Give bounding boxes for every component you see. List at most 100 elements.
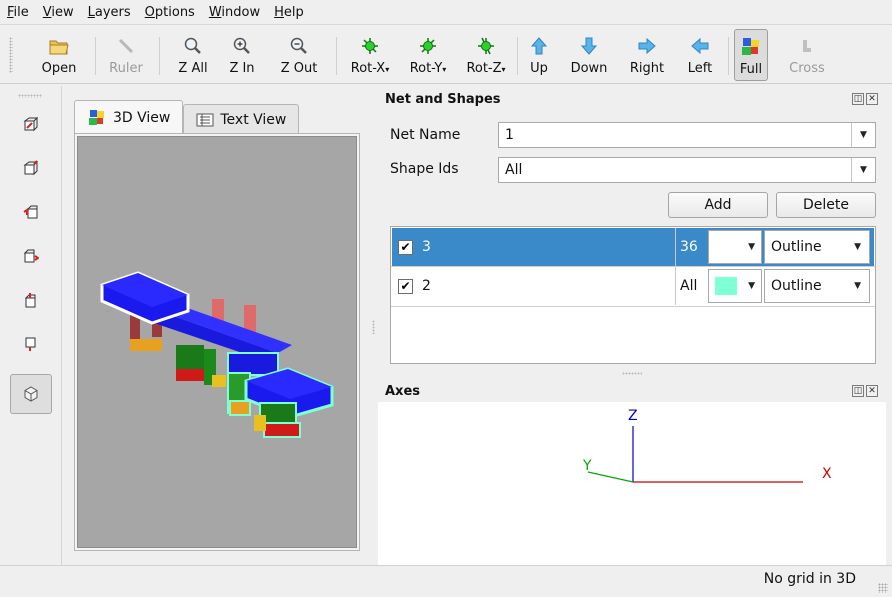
color-swatch <box>715 238 737 256</box>
float-icon[interactable]: ◫ <box>852 385 864 397</box>
cube-left-icon <box>23 205 38 219</box>
close-icon[interactable]: ✕ <box>866 385 878 397</box>
zoom-in-icon <box>228 33 256 59</box>
shape-ids-combo[interactable]: All ▼ <box>498 157 876 183</box>
add-button[interactable]: Add <box>668 192 768 218</box>
net-shapes-title: Net and Shapes <box>385 92 501 107</box>
cross-button[interactable]: Cross <box>786 29 828 81</box>
menu-bar: File View Layers Options Window Help <box>0 0 892 24</box>
chevron-down-icon: ▼ <box>748 242 755 252</box>
rotate-x-button[interactable]: Rot-X▾ <box>344 29 396 81</box>
view-back-button[interactable] <box>10 280 52 320</box>
axes-title: Axes <box>385 384 421 399</box>
view-left-button[interactable] <box>10 192 52 232</box>
cross-section-icon <box>793 33 821 59</box>
net-name-combo[interactable]: 1 ▼ <box>498 122 876 148</box>
color-picker[interactable]: ▼ <box>708 230 762 264</box>
row-count: 36 <box>675 228 707 266</box>
rotate-y-button[interactable]: Rot-Y▾ <box>402 29 454 81</box>
arrow-right-icon <box>633 33 661 59</box>
chevron-down-icon: ▼ <box>854 281 861 291</box>
cube-front-icon <box>23 116 39 132</box>
menu-layers[interactable]: Layers <box>87 4 131 20</box>
dock-splitter[interactable] <box>622 372 642 375</box>
axes-viewport: X Y Z <box>378 402 886 565</box>
axes-dock-buttons: ◫ ✕ <box>852 385 878 397</box>
menu-window[interactable]: Window <box>208 4 261 20</box>
rotate-x-icon <box>356 33 384 59</box>
delete-button[interactable]: Delete <box>776 192 876 218</box>
rotate-z-icon <box>472 33 500 59</box>
zoom-out-button[interactable]: Z Out <box>274 29 324 81</box>
x-axis-label: X <box>822 466 832 482</box>
folder-icon <box>45 33 73 59</box>
3d-viewport[interactable] <box>77 136 357 548</box>
arrow-down-icon <box>575 33 603 59</box>
view-right-button[interactable] <box>10 236 52 276</box>
open-button[interactable]: Open <box>34 29 84 81</box>
color-swatch <box>715 277 737 295</box>
cube-bottom-icon <box>25 337 36 351</box>
list-item[interactable]: ✔ 2 All ▼ Outline ▼ <box>392 267 874 305</box>
full-button[interactable]: Full <box>734 29 768 81</box>
status-bar: No grid in 3D <box>0 565 892 597</box>
3d-layout-render <box>100 271 334 438</box>
cube-top-icon <box>23 160 39 176</box>
pan-left-button[interactable]: Left <box>680 29 720 81</box>
cube-iso-icon <box>24 386 38 402</box>
close-icon[interactable]: ✕ <box>866 93 878 105</box>
y-axis-label: Y <box>582 458 592 474</box>
net-name-label: Net Name <box>390 127 461 143</box>
menu-file[interactable]: File <box>7 4 29 20</box>
row-name: 3 <box>422 239 431 255</box>
chevron-down-icon: ▼ <box>851 123 875 147</box>
float-icon[interactable]: ◫ <box>852 93 864 105</box>
3d-view-icon <box>89 109 104 125</box>
view-toolbar <box>0 86 62 570</box>
row-checkbox[interactable]: ✔ <box>398 239 413 255</box>
ruler-icon <box>112 33 140 59</box>
row-name: 2 <box>422 278 431 294</box>
shapes-list: ✔ 3 36 ▼ Outline ▼ ✔ 2 All ▼ Outline ▼ <box>390 226 876 364</box>
arrow-left-icon <box>686 33 714 59</box>
shape-ids-label: Shape Ids <box>390 161 459 177</box>
toolbar-grip[interactable] <box>9 37 13 73</box>
tab-pane <box>74 133 360 551</box>
vertical-splitter[interactable] <box>372 320 375 334</box>
view-tabs: 3D View Text View <box>74 100 300 134</box>
pan-up-button[interactable]: Up <box>524 29 554 81</box>
chevron-down-icon: ▼ <box>854 242 861 252</box>
tab-3d-view[interactable]: 3D View <box>74 100 184 134</box>
color-picker[interactable]: ▼ <box>708 269 762 303</box>
menu-view[interactable]: View <box>42 4 74 20</box>
display-mode-select[interactable]: Outline ▼ <box>764 230 870 264</box>
display-mode-select[interactable]: Outline ▼ <box>764 269 870 303</box>
menu-options[interactable]: Options <box>144 4 195 20</box>
chevron-down-icon: ▼ <box>748 281 755 291</box>
text-view-icon <box>196 113 214 126</box>
rotate-z-button[interactable]: Rot-Z▾ <box>460 29 512 81</box>
row-count: All <box>675 267 707 305</box>
resize-grip[interactable] <box>878 583 888 593</box>
view-bottom-button[interactable] <box>10 324 52 364</box>
axes-gizmo: X Y Z <box>582 408 832 483</box>
vertical-toolbar-grip[interactable] <box>18 94 42 98</box>
net-dock-buttons: ◫ ✕ <box>852 93 878 105</box>
chevron-down-icon: ▼ <box>851 158 875 182</box>
zoom-all-button[interactable]: Z All <box>170 29 216 81</box>
view-front-button[interactable] <box>10 104 52 144</box>
zoom-out-icon <box>285 33 313 59</box>
menu-help[interactable]: Help <box>274 4 304 20</box>
row-checkbox[interactable]: ✔ <box>398 278 413 294</box>
view-iso-button[interactable] <box>10 374 52 414</box>
zoom-in-button[interactable]: Z In <box>222 29 262 81</box>
z-axis-label: Z <box>628 408 638 424</box>
ruler-button[interactable]: Ruler <box>102 29 150 81</box>
full-layers-icon <box>737 34 765 60</box>
list-item[interactable]: ✔ 3 36 ▼ Outline ▼ <box>392 228 874 266</box>
pan-down-button[interactable]: Down <box>566 29 612 81</box>
status-text: No grid in 3D <box>763 571 856 587</box>
tab-text-view[interactable]: Text View <box>183 104 300 134</box>
pan-right-button[interactable]: Right <box>624 29 670 81</box>
view-top-button[interactable] <box>10 148 52 188</box>
